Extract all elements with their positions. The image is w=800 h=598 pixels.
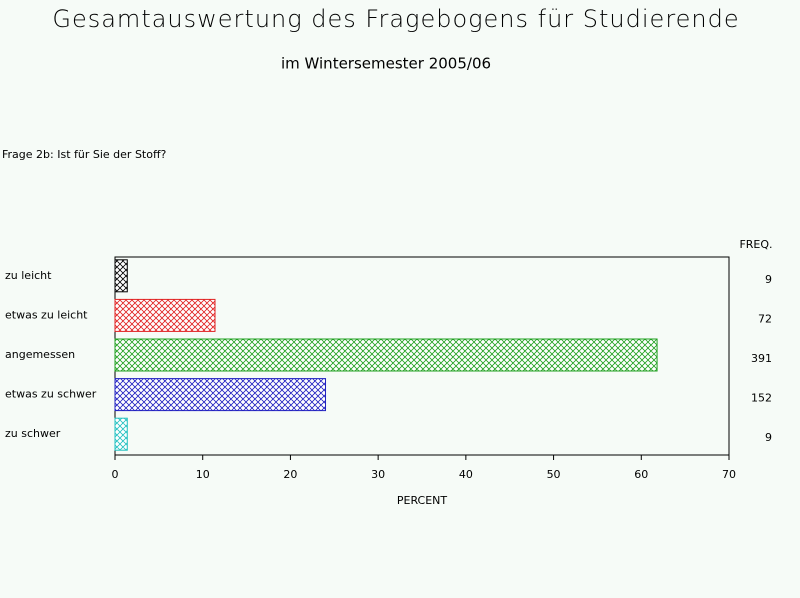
y-tick-label: etwas zu schwer — [5, 388, 97, 401]
freq-value: 72 — [758, 312, 772, 325]
x-tick-label: 40 — [459, 468, 473, 481]
x-tick-label: 30 — [371, 468, 385, 481]
question: Frage 2b: Ist für Sie der Stoff? — [2, 148, 167, 161]
bar — [114, 378, 327, 412]
x-tick-label: 20 — [283, 468, 297, 481]
freq-value: 391 — [751, 352, 772, 365]
y-tick-label: angemessen — [5, 348, 75, 361]
freq-value: 9 — [765, 431, 772, 444]
bar — [114, 259, 128, 293]
x-tick-label: 70 — [722, 468, 736, 481]
y-tick-label: etwas zu leicht — [5, 308, 88, 321]
chart-title: Gesamtauswertung des Fragebogens für Stu… — [52, 5, 739, 33]
x-axis-label: PERCENT — [397, 494, 448, 507]
freq-header: FREQ. — [739, 238, 772, 251]
freq-value: 152 — [751, 392, 772, 405]
y-tick-label: zu schwer — [5, 427, 61, 440]
x-tick-label: 50 — [547, 468, 561, 481]
freq-value: 9 — [765, 273, 772, 286]
chart-subtitle: im Wintersemester 2005/06 — [281, 55, 491, 73]
x-tick-label: 60 — [634, 468, 648, 481]
bar — [114, 298, 216, 332]
x-tick-label: 0 — [112, 468, 119, 481]
bar — [114, 338, 658, 372]
y-tick-label: zu leicht — [5, 269, 52, 282]
x-tick-label: 10 — [196, 468, 210, 481]
bar — [114, 417, 128, 451]
